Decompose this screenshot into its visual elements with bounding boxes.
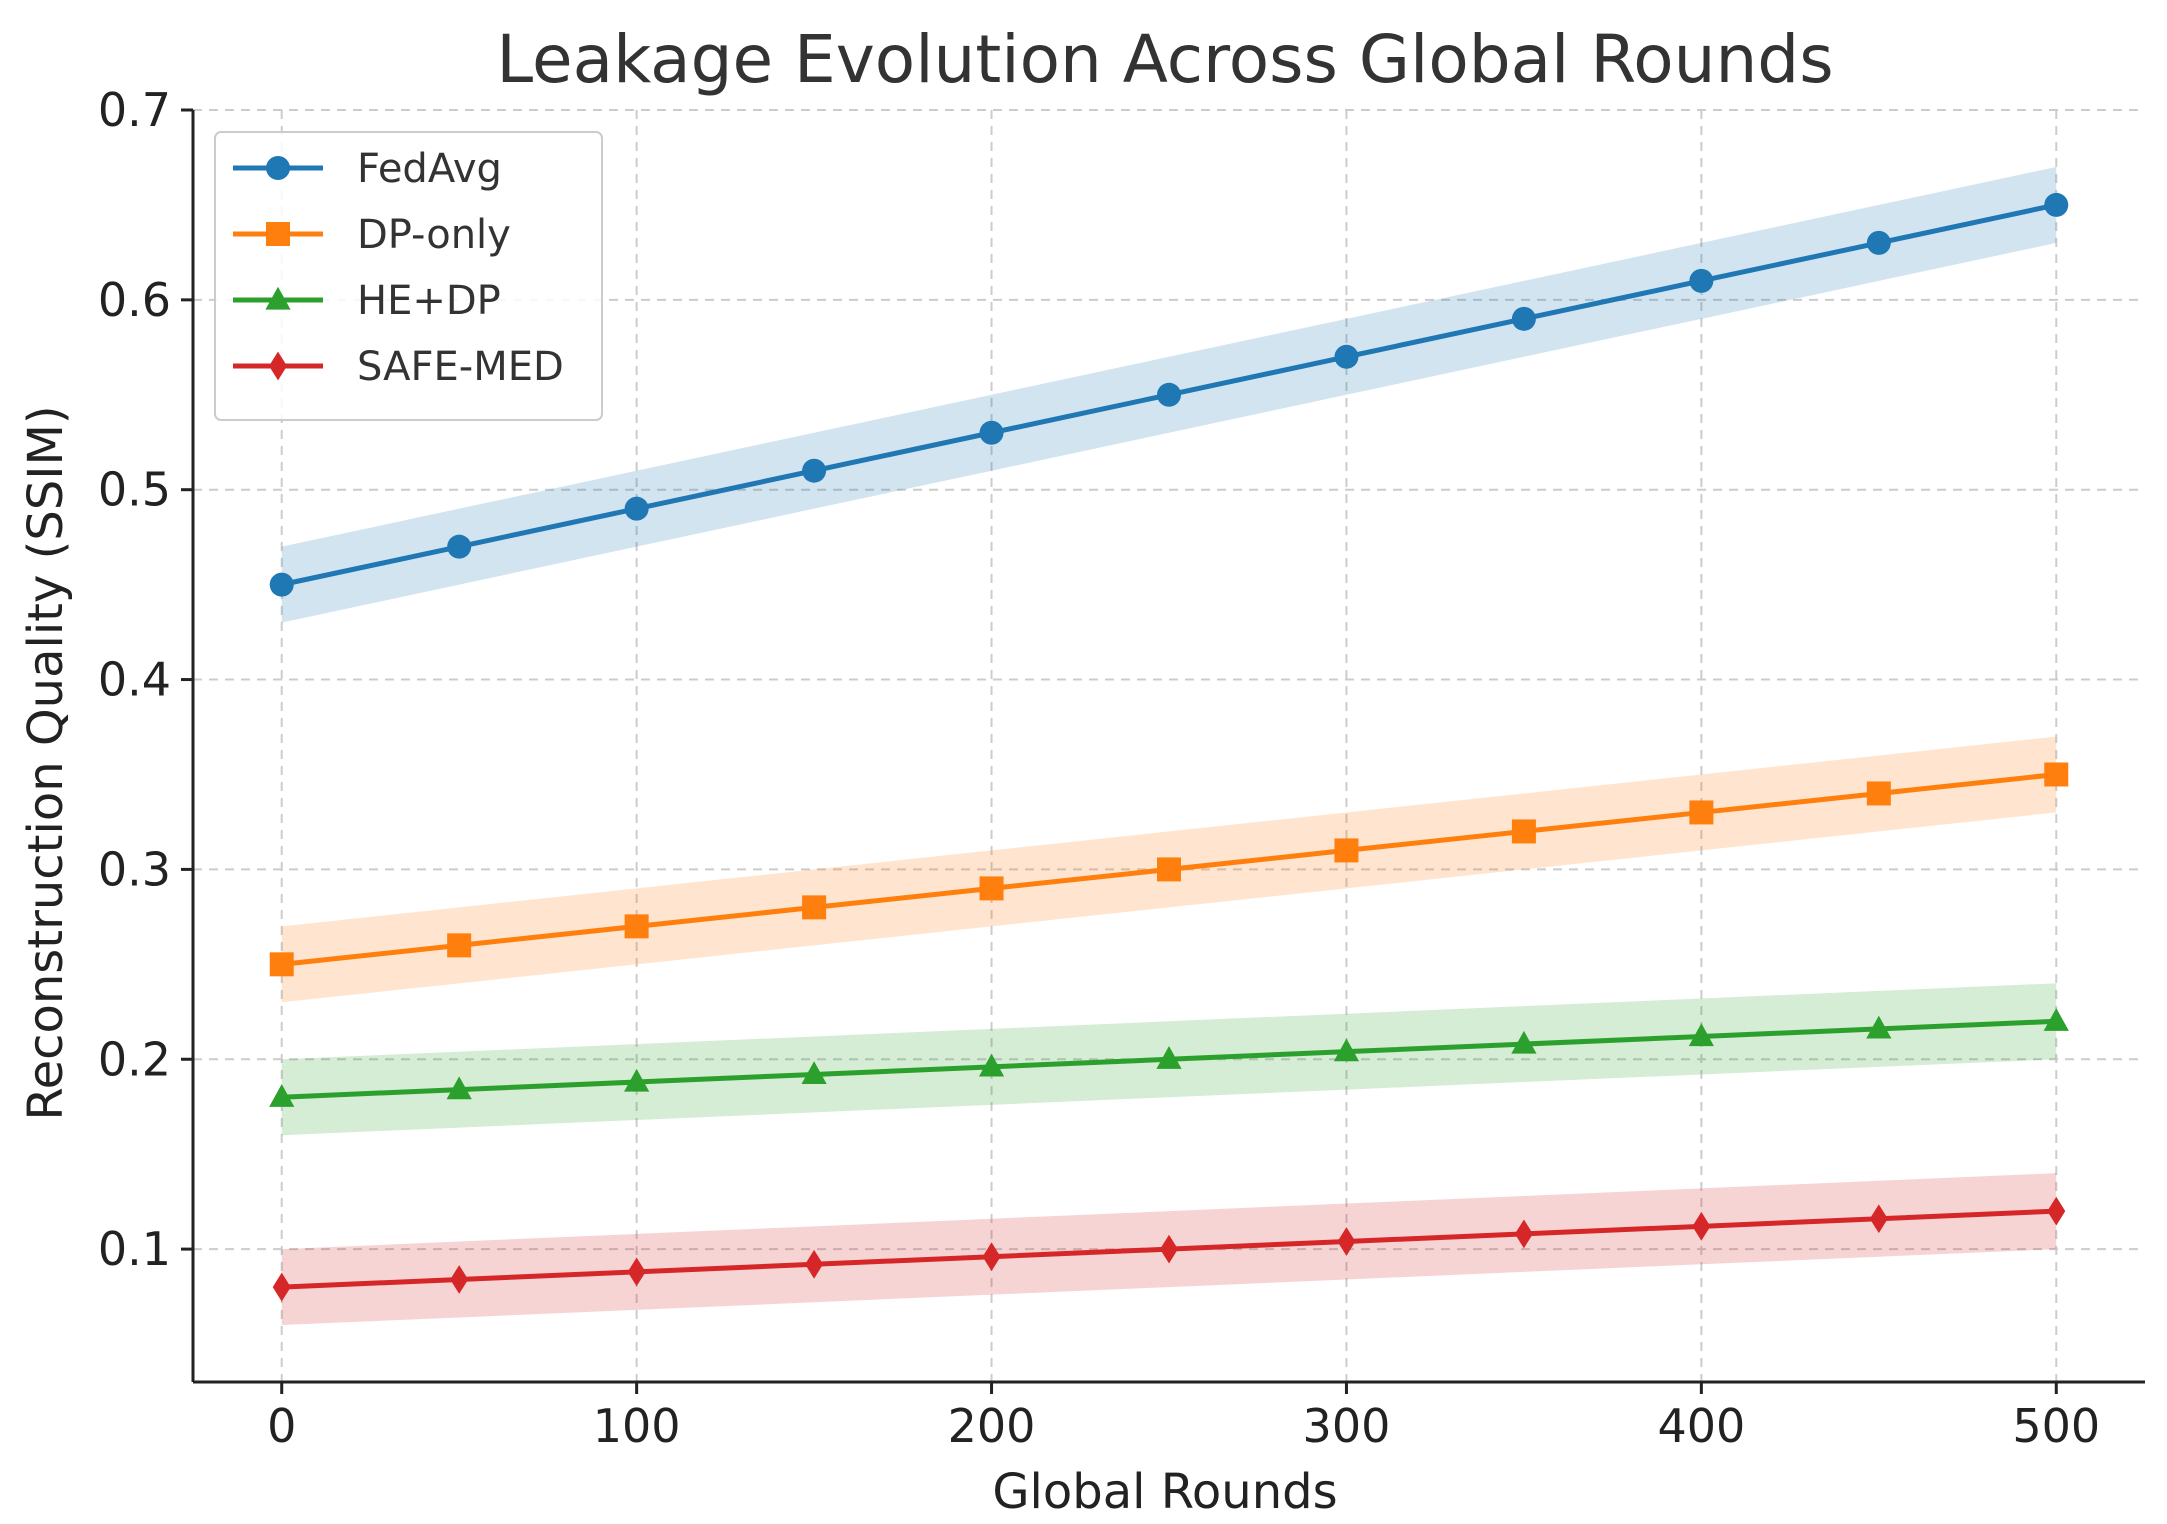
dp-only-point [802, 895, 827, 920]
safe-med-point [1514, 1219, 1533, 1249]
x-tick-label: 200 [948, 1399, 1036, 1453]
x-tick-label: 0 [267, 1399, 296, 1453]
fedavg-point [1334, 344, 1359, 369]
safe-med-point [272, 1272, 291, 1302]
series-markers [269, 192, 2069, 1302]
he-dp-point [446, 1076, 472, 1100]
chart-title: Leakage Evolution Across Global Rounds [496, 21, 1833, 98]
dp-only-point [1334, 838, 1359, 863]
legend-he-dp-marker [265, 286, 291, 310]
y-tick-label: 0.6 [98, 273, 171, 327]
fedavg-point [447, 534, 472, 559]
he-dp-point [269, 1084, 295, 1107]
y-tick-label: 0.2 [98, 1032, 171, 1086]
x-tick-label: 100 [593, 1399, 681, 1453]
legend-box [214, 131, 603, 421]
dp-only-point [1866, 781, 1891, 806]
dp-only-point [1689, 800, 1714, 825]
he-dp-point [1156, 1046, 1182, 1069]
he-dp-point [1511, 1030, 1537, 1054]
safe-med-point [805, 1249, 824, 1279]
legend-safe-med-marker [269, 351, 287, 381]
fedavg-point [624, 496, 649, 521]
dp-only-point [979, 876, 1004, 901]
safe-med-point [1692, 1211, 1711, 1241]
safe-med-point [982, 1242, 1001, 1272]
he-dp-point [1333, 1038, 1360, 1062]
fedavg-point [1157, 382, 1181, 407]
y-tick-label: 0.4 [98, 653, 171, 707]
legend-he-dp-label: HE+DP [357, 278, 501, 324]
legend-fedavg-marker [266, 156, 290, 180]
safe-med-point [627, 1257, 646, 1287]
legend-fedavg-label: FedAvg [357, 146, 502, 192]
x-tick-label: 400 [1657, 1399, 1745, 1453]
fedavg-point [1866, 230, 1891, 255]
legend-safe-med-label: SAFE-MED [357, 344, 564, 390]
he-dp-point [624, 1068, 650, 1092]
ticks: 0 100 200 300 400 500 0.1 0.2 0.3 0.4 0.5 0.6 0.7 [98, 83, 2100, 1453]
safe-med-point [1869, 1204, 1888, 1234]
he-dp-point [978, 1053, 1005, 1077]
safe-med-point [2047, 1196, 2066, 1226]
he-dp-point [1866, 1015, 1892, 1039]
y-tick-label: 0.7 [98, 83, 171, 137]
safe-med-point [1337, 1227, 1356, 1256]
y-axis-label: Reconstruction Quality (SSIM) [18, 405, 74, 1120]
fedavg-point [979, 420, 1004, 445]
safe-med-point [450, 1265, 469, 1294]
x-tick-label: 500 [2012, 1399, 2100, 1453]
dp-only-point [269, 952, 294, 977]
fedavg-point [269, 572, 294, 597]
fedavg-point [1511, 306, 1536, 331]
he-dp-point [801, 1061, 827, 1085]
dp-only-point [1157, 857, 1181, 882]
legend-dp-only-label: DP-only [357, 212, 511, 258]
dp-only-point [624, 914, 649, 939]
he-dp-point [2043, 1008, 2069, 1031]
legend: FedAvg DP-only HE+DP SAFE-MED [214, 131, 603, 421]
fedavg-point [802, 458, 827, 483]
y-tick-label: 0.5 [98, 463, 171, 517]
y-tick-label: 0.1 [98, 1222, 171, 1276]
dp-only-point [2044, 762, 2069, 787]
x-axis-label: Global Rounds [992, 1464, 1337, 1520]
safe-med-point [1160, 1234, 1178, 1264]
axes [191, 110, 2145, 1384]
dp-only-point [1511, 819, 1536, 844]
y-tick-label: 0.3 [98, 842, 171, 896]
fedavg-point [2044, 192, 2069, 217]
dp-only-point [447, 933, 472, 958]
x-tick-label: 300 [1303, 1399, 1391, 1453]
legend-dp-only-marker [266, 222, 290, 246]
he-dp-point [1688, 1023, 1714, 1047]
fedavg-point [1689, 268, 1714, 293]
